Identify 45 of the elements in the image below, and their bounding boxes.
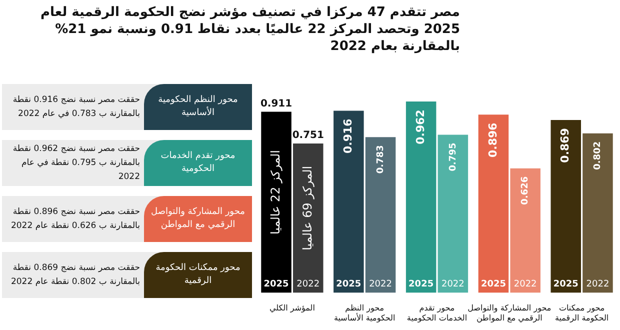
text: 2025: [336, 280, 362, 290]
text: حققت مصر نسبة نضج 0.896 نقطة بالمقارنة ب 0.626 نقطة عام 2022: [10, 206, 141, 233]
x-tick-label: محور المشاركة والتواصل الرقمي مع المواطن: [468, 304, 552, 322]
bar: [261, 112, 292, 293]
x-tick-label: المؤشر الكلي: [269, 304, 315, 313]
x-tick-label: محور تقدم الخدمات الحكومية: [406, 304, 468, 322]
x-tick-label: محور النظم الحكومية الأساسية: [334, 304, 396, 322]
text: 2025: [553, 280, 578, 290]
data-label: 0.962: [414, 110, 427, 144]
data-label: 0.802: [593, 141, 604, 170]
text: حققت مصر نسبة نضج 0.916 نقطة بالمقارنة ب 0.783 في عام 2022: [12, 94, 141, 121]
data-label: 0.916: [342, 118, 355, 154]
text: 2022: [441, 280, 464, 290]
bar: [365, 137, 396, 293]
bar: [334, 110, 364, 293]
data-label: 0.795: [448, 142, 458, 172]
x-tick-label: محور ممكنات الحكومة الرقمية: [554, 304, 609, 322]
data-label: 0.751: [292, 130, 324, 142]
text: حققت مصر نسبة نضج 0.962 نقطة بالمقارنة ب 0.795 نقطة في عام 2022: [12, 143, 141, 184]
text: 2025: [480, 280, 506, 290]
text: 2022: [514, 280, 537, 290]
text: 2022: [369, 280, 392, 290]
bar: [582, 133, 613, 293]
data-label: 0.626: [520, 176, 531, 205]
data-label: 0.911: [260, 98, 292, 110]
bar: [406, 102, 436, 293]
text: 2022: [586, 280, 610, 290]
chart-title: مصر تتقدم 47 مركزا في تصنيف مؤشر نضج الحكومة الرقمية لعام 2025 وتحصد المركز 22 عالميًا بعدد نقاط 0.91 ونسبة نمو 21% بالمقارنة بعام 2022: [39, 4, 460, 55]
data-label: 0.896: [486, 122, 500, 158]
bar: [550, 120, 582, 293]
data-label: 0.869: [558, 128, 572, 163]
data-label: 0.783: [376, 145, 386, 174]
series-label: 2025: [264, 280, 289, 290]
series-label: 2022: [296, 280, 320, 290]
annotation: المركز 22 عالميا: [268, 150, 282, 234]
text: 2025: [408, 280, 434, 290]
bar: [478, 114, 509, 293]
annotation: المركز 69 عالميا: [300, 166, 314, 250]
bar: [292, 144, 324, 293]
text: حققت مصر نسبة نضج 0.869 نقطة بالمقارنة ب 0.802 نقطة عام 2022: [10, 262, 141, 289]
text: محور المشاركة والتواصل الرقمي مع المواطن: [144, 196, 252, 242]
text: محور النظم الحكومية الأساسية: [144, 84, 252, 130]
bar: [510, 168, 540, 293]
bar: [438, 134, 468, 293]
text: محور تقدم الخدمات الحكومية: [144, 140, 252, 186]
